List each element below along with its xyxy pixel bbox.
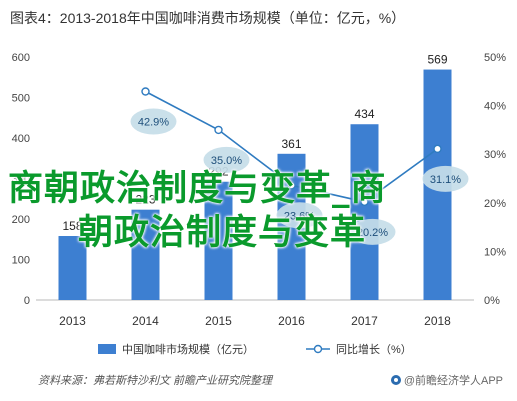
y-right-tick-label: 10% [484,246,506,258]
line-label-bubble [203,146,250,173]
x-tick-label: 2015 [205,314,232,328]
bar [204,181,233,300]
legend-bar-label: 中国咖啡市场规模（亿元） [122,342,254,356]
line-data-label: 42.9% [138,117,169,129]
line-data-label: 31.1% [430,174,461,186]
bar [350,124,379,300]
line-series: 42.9% 35.0% 23.6% 20.2% 31.1% [130,87,469,245]
line-data-label: 20.2% [357,227,388,239]
y-left-tick-label: 500 [12,93,30,105]
y-right-tick-label: 40% [484,101,506,113]
bar-data-label: 569 [427,53,447,67]
source-prefix: 资料来源： [38,375,93,387]
bar-data-label: 434 [354,107,374,121]
line-label-bubble [276,202,323,229]
x-tick-label: 2016 [278,314,305,328]
overlay-text-line-1: 商朝政治制度与变革_商 [8,169,387,209]
brand-text: @前瞻经济学人APP [403,375,503,387]
legend: 中国咖啡市场规模（亿元） 同比增长（%） [98,342,412,356]
bar-data-label: 361 [281,137,301,151]
overlay-text-line-2: 朝政治制度与变革 [78,213,367,253]
line-point [433,144,442,154]
bar-data-label: 158 [62,219,82,233]
bar [131,209,160,300]
source-text: 弗若斯特沙利文 前瞻产业研究院整理 [93,375,273,387]
line-point [287,181,296,190]
brand-watermark: @前瞻经济学人APP [390,372,503,388]
y-left-tick-label: 600 [12,52,30,64]
y-left-tick-label: 200 [12,214,30,226]
line-label-bubble [422,165,469,192]
x-tick-label: 2018 [424,314,451,328]
y-left-tick-label: 0 [24,295,30,307]
x-tick-label: 2017 [351,314,378,328]
line-point [214,125,223,135]
line-point [360,197,369,207]
y-right-tick-label: 20% [484,198,506,210]
brand-logo-icon [390,375,401,385]
line-data-label: 23.6% [284,210,315,222]
y-right-tick-label: 30% [484,149,506,161]
x-tick-label: 2013 [59,314,86,328]
line-data-label: 35.0% [211,155,242,167]
bar [58,236,87,300]
x-tick-label: 2014 [132,314,159,328]
y-right-tick-label: 50% [484,52,506,64]
legend-line-marker [313,344,323,354]
legend-line-label: 同比增长（%） [336,342,412,356]
legend-bar-swatch [98,344,116,354]
y-left-tick-label: 300 [12,174,30,186]
source-note: 资料来源：弗若斯特沙利文 前瞻产业研究院整理 [38,372,272,388]
chart-title: 图表4：2013-2018年中国咖啡消费市场规模（单位：亿元，%） [10,10,406,26]
line-label-bubble [349,218,396,245]
y-right-tick-label: 0% [484,295,500,307]
y-left-tick-label: 100 [12,255,30,267]
axes: 0 100 200 300 400 500 600 0% 10% 20% 30% 40% 50% 2013… [12,52,507,328]
line-point [141,87,150,96]
bar-data-label: 223 [135,193,155,207]
y-left-tick-label: 400 [12,133,30,145]
line-label-bubble [130,108,177,135]
